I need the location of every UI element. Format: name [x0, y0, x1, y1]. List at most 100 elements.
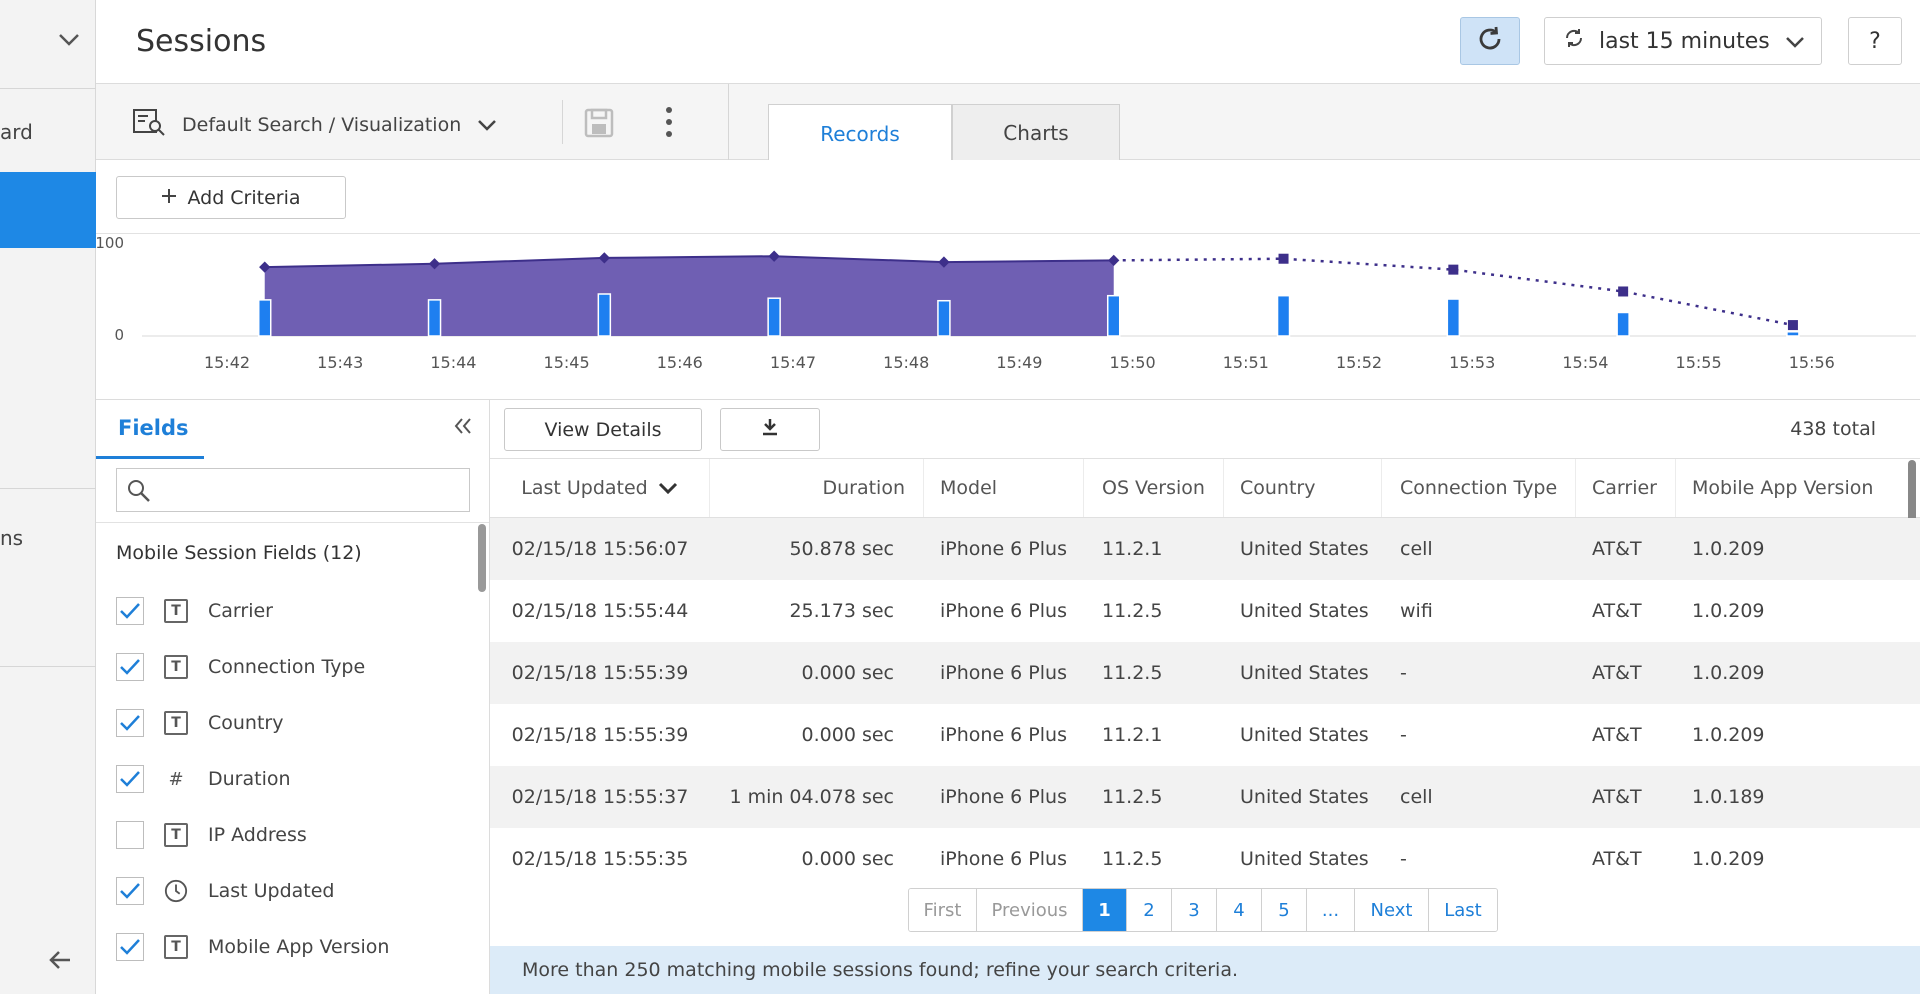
page-button-1[interactable]: 1	[1083, 889, 1127, 931]
more-vertical-icon[interactable]	[664, 106, 674, 143]
checkbox-checked[interactable]	[116, 765, 144, 793]
page-button-4[interactable]: 4	[1217, 889, 1262, 931]
table-row[interactable]: 02/15/18 15:55:35 0.000 sec iPhone 6 Plus 1…	[490, 828, 1920, 890]
nav-item-active[interactable]	[0, 172, 96, 248]
x-tick-label: 15:54	[1562, 353, 1608, 372]
y-tick-label: 0	[114, 326, 124, 344]
page-ellipsis[interactable]: ...	[1307, 889, 1355, 931]
time-range-dropdown[interactable]: last 15 minutes	[1544, 17, 1822, 65]
cell-os-version: 11.2.5	[1102, 600, 1163, 622]
page-first-button[interactable]: First	[909, 889, 977, 931]
table-row[interactable]: 02/15/18 15:56:07 50.878 sec iPhone 6 Plus…	[490, 518, 1920, 580]
field-group-title: Mobile Session Fields (12)	[116, 542, 362, 564]
chart-projection-point	[1787, 320, 1798, 331]
records-panel: View Details 438 total Last Updated Dura…	[490, 400, 1920, 994]
table-row[interactable]: 02/15/18 15:55:37 1 min 04.078 sec iPhone …	[490, 766, 1920, 828]
chart-bar	[1276, 294, 1291, 337]
field-item[interactable]: T Connection Type	[116, 652, 365, 682]
column-header-os-version[interactable]: OS Version	[1084, 459, 1224, 517]
cell-duration: 0.000 sec	[801, 848, 894, 870]
number-type-icon: #	[168, 768, 184, 790]
column-header-last-updated[interactable]: Last Updated	[490, 459, 710, 517]
field-item[interactable]: T IP Address	[116, 820, 307, 850]
page-next-button[interactable]: Next	[1355, 889, 1429, 931]
checkbox-checked[interactable]	[116, 653, 144, 681]
arrow-left-icon[interactable]	[48, 948, 72, 976]
column-header-model[interactable]: Model	[924, 459, 1084, 517]
field-item[interactable]: Last Updated	[116, 876, 335, 906]
field-item[interactable]: T Carrier	[116, 596, 273, 626]
fields-panel: Fields Mobile Session Fields (12) T Carri…	[96, 400, 490, 994]
checkbox-unchecked[interactable]	[116, 821, 144, 849]
column-header-country[interactable]: Country	[1224, 459, 1382, 517]
cell-last-updated: 02/15/18 15:55:35	[511, 848, 689, 870]
cell-duration: 1 min 04.078 sec	[729, 786, 894, 808]
cell-country: United States	[1240, 786, 1369, 808]
x-tick-label: 15:46	[657, 353, 703, 372]
fields-search-input[interactable]	[116, 468, 470, 512]
field-label: Carrier	[208, 600, 273, 622]
text-type-icon: T	[164, 711, 188, 735]
checkbox-checked[interactable]	[116, 709, 144, 737]
page-last-button[interactable]: Last	[1429, 889, 1497, 931]
help-button[interactable]: ?	[1848, 17, 1902, 65]
checkbox-checked[interactable]	[116, 877, 144, 905]
results-notice: More than 250 matching mobile sessions f…	[490, 946, 1920, 994]
fields-scrollbar[interactable]	[478, 524, 486, 592]
toolbar-divider	[562, 100, 563, 144]
criteria-bar: Add Criteria	[96, 160, 1920, 234]
x-tick-label: 15:48	[883, 353, 929, 372]
nav-item-label[interactable]: ns	[0, 526, 24, 550]
nav-item-label[interactable]: ard	[0, 120, 33, 144]
field-item[interactable]: T Country	[116, 708, 283, 738]
column-header-mobile-app-version[interactable]: Mobile App Version	[1692, 477, 1874, 499]
table-scrollbar[interactable]	[1908, 460, 1916, 560]
tab-charts[interactable]: Charts	[952, 104, 1120, 161]
view-details-button[interactable]: View Details	[504, 408, 702, 451]
cell-last-updated: 02/15/18 15:55:39	[511, 724, 689, 746]
cell-country: United States	[1240, 662, 1369, 684]
cell-mobile-app-version: 1.0.209	[1692, 538, 1765, 560]
field-label: Mobile App Version	[208, 936, 390, 958]
download-button[interactable]	[720, 408, 820, 451]
checkbox-checked[interactable]	[116, 597, 144, 625]
cell-os-version: 11.2.1	[1102, 538, 1163, 560]
chart-projection-line	[1113, 257, 1794, 327]
add-criteria-button[interactable]: Add Criteria	[116, 176, 346, 219]
page-previous-button[interactable]: Previous	[977, 889, 1083, 931]
cell-last-updated: 02/15/18 15:55:39	[511, 662, 689, 684]
fields-tab[interactable]: Fields	[118, 416, 189, 440]
field-item[interactable]: T Mobile App Version	[116, 932, 389, 962]
chevron-down-icon[interactable]	[58, 28, 80, 53]
column-header-connection-type[interactable]: Connection Type	[1382, 459, 1576, 517]
page-button-5[interactable]: 5	[1262, 889, 1307, 931]
table-row[interactable]: 02/15/18 15:55:44 25.173 sec iPhone 6 Plus…	[490, 580, 1920, 642]
cell-last-updated: 02/15/18 15:55:37	[511, 786, 689, 808]
page-button-3[interactable]: 3	[1172, 889, 1217, 931]
field-label: Last Updated	[208, 880, 335, 902]
column-header-carrier[interactable]: Carrier	[1576, 459, 1676, 517]
table-row[interactable]: 02/15/18 15:55:39 0.000 sec iPhone 6 Plus 1…	[490, 642, 1920, 704]
save-icon[interactable]	[584, 108, 614, 143]
search-visualization-dropdown[interactable]: Default Search / Visualization	[132, 108, 497, 141]
column-header-duration[interactable]: Duration	[710, 459, 924, 517]
double-chevron-left-icon[interactable]	[454, 416, 472, 441]
download-icon	[761, 418, 779, 441]
table-row[interactable]: 02/15/18 15:55:39 0.000 sec iPhone 6 Plus 1…	[490, 704, 1920, 766]
cell-last-updated: 02/15/18 15:55:44	[511, 600, 689, 622]
left-nav: ard ns	[0, 0, 96, 994]
search-icon	[127, 479, 151, 508]
cell-country: United States	[1240, 538, 1369, 560]
refresh-button[interactable]	[1460, 17, 1520, 65]
field-label: IP Address	[208, 824, 307, 846]
x-tick-label: 15:55	[1676, 353, 1722, 372]
text-type-icon: T	[164, 599, 188, 623]
page-button-2[interactable]: 2	[1127, 889, 1172, 931]
field-item[interactable]: # Duration	[116, 764, 291, 794]
checkbox-checked[interactable]	[116, 933, 144, 961]
tab-records[interactable]: Records	[768, 104, 952, 162]
cell-country: United States	[1240, 848, 1369, 870]
page-header: Sessions last 15 minutes ?	[96, 0, 1920, 84]
cell-country: United States	[1240, 600, 1369, 622]
field-label: Duration	[208, 768, 291, 790]
